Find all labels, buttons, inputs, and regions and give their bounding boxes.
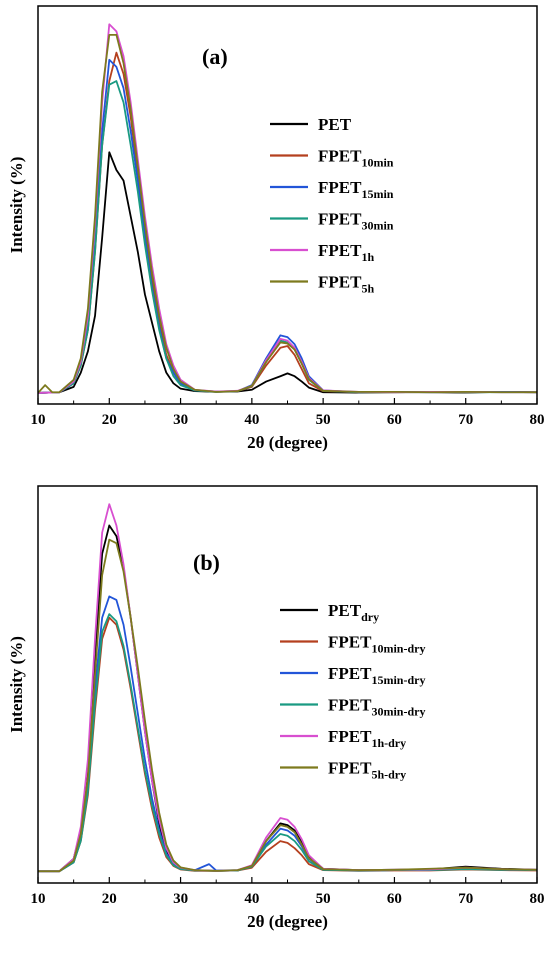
legend-label-subscript: 30min xyxy=(361,219,393,233)
x-tick-label: 80 xyxy=(530,891,545,907)
legend-label: FPET1h xyxy=(318,241,374,264)
x-tick-label: 80 xyxy=(530,412,545,428)
series-line-fpet-5h-dry xyxy=(38,538,537,873)
y-axis-label: Intensity (%) xyxy=(7,157,26,254)
legend-label-subscript: 30min-dry xyxy=(371,705,425,719)
series-line-fpet-1h-dry xyxy=(38,503,537,873)
legend-label: FPET30min xyxy=(318,210,394,233)
x-tick-label: 40 xyxy=(244,891,259,907)
chart-panel-a: 10 20 30 40 50 60 70 80 2θ (degree) Intensity (%)… xyxy=(7,5,545,452)
legend-label-name: PET xyxy=(318,115,352,134)
x-tick-label: 20 xyxy=(102,412,117,428)
x-tick-label: 10 xyxy=(31,891,46,907)
legend-label-name: FPET xyxy=(318,210,362,229)
x-tick-label: 50 xyxy=(316,891,331,907)
legend-label: PET xyxy=(318,115,352,134)
series-line-fpet-5h xyxy=(38,33,537,394)
x-tick-label: 20 xyxy=(102,891,117,907)
x-axis-label: 2θ (degree) xyxy=(247,912,328,931)
legend-label: FPET15min-dry xyxy=(328,664,425,687)
series-line-pet xyxy=(38,151,537,394)
x-tick-label: 60 xyxy=(387,412,402,428)
x-tick-label: 10 xyxy=(31,412,46,428)
legend-label-subscript: 1h xyxy=(361,250,374,264)
x-tick-label: 50 xyxy=(316,412,331,428)
legend-label-name: FPET xyxy=(318,241,362,260)
legend-label: FPET10min xyxy=(318,147,394,170)
legend-label-subscript: 5h xyxy=(361,282,374,296)
series-line-fpet-15min-dry xyxy=(38,595,537,873)
legend-label-name: FPET xyxy=(328,664,372,683)
x-tick-label: 30 xyxy=(173,412,188,428)
chart-panel-b: 10 20 30 40 50 60 70 80 2θ (degree) Intensity (%)… xyxy=(7,485,545,931)
legend: PETdryFPET10min-dryFPET15min-dryFPET30mi… xyxy=(280,601,425,782)
x-tick-label: 70 xyxy=(458,891,473,907)
x-tick-label: 70 xyxy=(458,412,473,428)
legend-label-subscript: 10min xyxy=(361,156,393,170)
legend-label: FPET15min xyxy=(318,178,394,201)
legend-label-subscript: 1h-dry xyxy=(371,736,406,750)
panel-label: (b) xyxy=(193,550,220,575)
x-axis-label: 2θ (degree) xyxy=(247,433,328,452)
legend-label-subscript: 5h-dry xyxy=(371,768,406,782)
legend-label-name: FPET xyxy=(328,633,372,652)
legend-label-subscript: 10min-dry xyxy=(371,642,425,656)
x-tick-label: 40 xyxy=(244,412,259,428)
legend-label-name: FPET xyxy=(318,147,362,166)
legend-label: FPET10min-dry xyxy=(328,633,425,656)
plot-frame xyxy=(37,485,538,884)
legend-label: FPET1h-dry xyxy=(328,727,406,750)
legend-label-name: FPET xyxy=(328,696,372,715)
legend-label-name: FPET xyxy=(318,273,362,292)
x-tick-label: 30 xyxy=(173,891,188,907)
series-line-fpet-10min-dry xyxy=(38,616,537,873)
y-axis-label: Intensity (%) xyxy=(7,636,26,733)
legend-label: FPET30min-dry xyxy=(328,696,425,719)
legend-label-name: FPET xyxy=(328,727,372,746)
legend: PETFPET10minFPET15minFPET30minFPET1hFPET… xyxy=(270,115,394,296)
legend-label-name: FPET xyxy=(318,178,362,197)
legend-label-subscript: 15min xyxy=(361,187,393,201)
x-tick-label: 60 xyxy=(387,891,402,907)
panel-label: (a) xyxy=(202,44,228,69)
legend-label: PETdry xyxy=(328,601,379,624)
series-line-fpet-30min-dry xyxy=(38,613,537,873)
legend-label: FPET5h xyxy=(318,273,374,296)
legend-label-name: PET xyxy=(328,601,362,620)
legend-label-subscript: 15min-dry xyxy=(371,673,425,687)
legend-label-name: FPET xyxy=(328,759,372,778)
legend-label: FPET5h-dry xyxy=(328,759,406,782)
legend-label-subscript: dry xyxy=(361,610,379,624)
